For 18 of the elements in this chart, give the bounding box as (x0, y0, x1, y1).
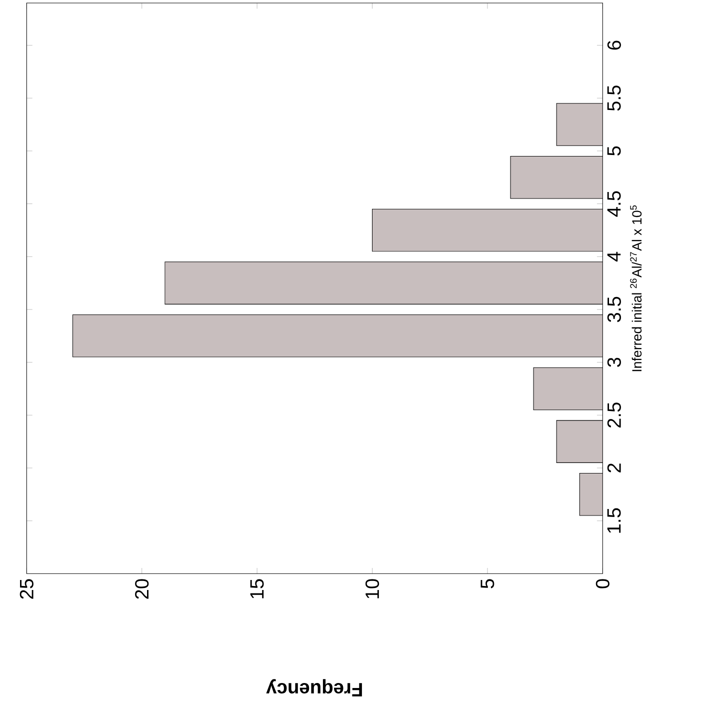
y-tick-label: 1.5 (607, 508, 621, 533)
y-tick-label: 5.5 (607, 86, 621, 111)
y-tick-label: 3 (607, 358, 621, 367)
y-tick-label: 4 (607, 252, 621, 262)
y-tick-label: 6 (607, 40, 621, 50)
x-axis-title: Frequency (266, 679, 362, 696)
x-tick-label: 25 (20, 579, 34, 599)
y-tick-label: 4.5 (607, 191, 621, 217)
x-tick-label: 20 (135, 579, 149, 599)
y-tick-label: 5 (607, 146, 621, 156)
y-axis-title: Inferred initial $^{26}$Al/$^{27}$Al x 10$^{5}$ (630, 205, 642, 372)
y-tick-label: 2.5 (607, 402, 621, 428)
x-tick-label: 5 (480, 579, 494, 588)
x-tick-label: 15 (250, 579, 264, 598)
y-tick-label: 2 (607, 464, 621, 472)
x-tick-label: 0 (596, 579, 610, 588)
x-tick-label: 10 (365, 579, 380, 598)
y-tick-label: 3.5 (607, 296, 621, 322)
